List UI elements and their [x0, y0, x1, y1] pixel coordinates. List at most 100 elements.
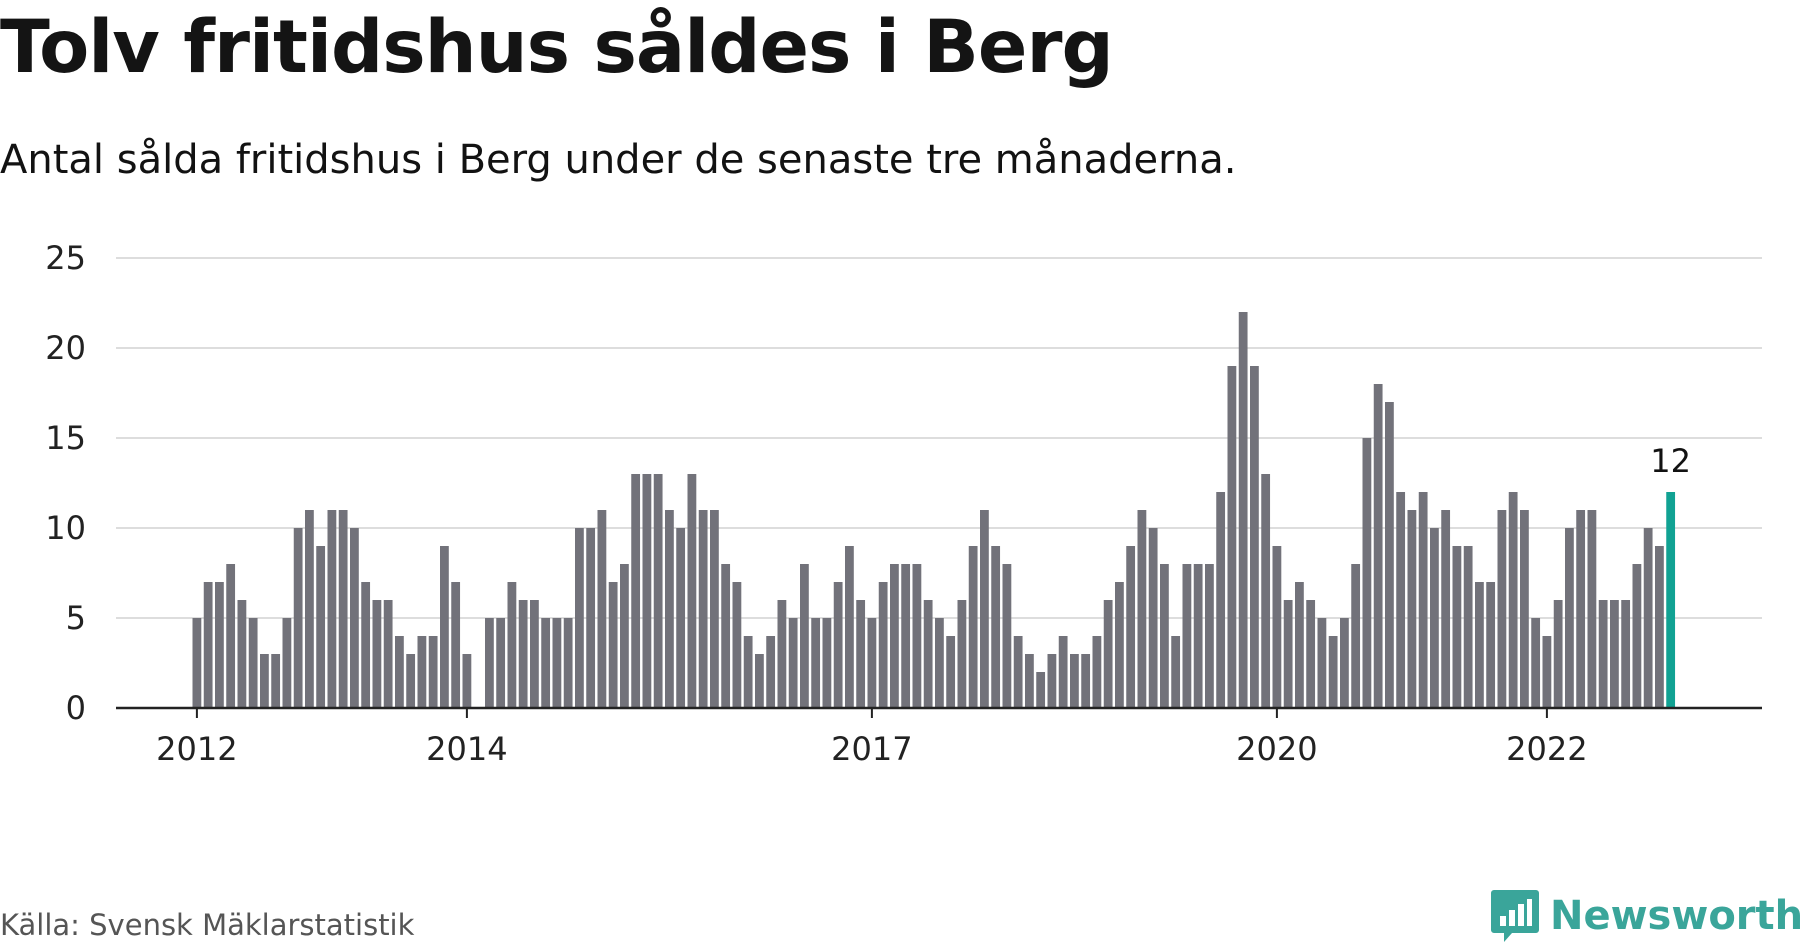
bar [1205, 564, 1214, 708]
bar [957, 600, 967, 708]
bar [800, 564, 809, 708]
bar [237, 600, 247, 708]
bar [406, 654, 416, 708]
bar [912, 564, 922, 708]
bar [361, 582, 371, 708]
y-tick-label: 10 [45, 509, 86, 547]
bars [192, 312, 1676, 708]
bar [451, 582, 461, 708]
bar [1272, 546, 1282, 708]
bar [1632, 564, 1642, 708]
bar [1576, 510, 1586, 708]
bar [1306, 600, 1316, 708]
bar [327, 510, 337, 708]
bar [1475, 582, 1484, 708]
bar [586, 528, 596, 708]
bar [395, 636, 404, 708]
bar [350, 528, 359, 708]
bar [1587, 510, 1597, 708]
bar [1025, 654, 1034, 708]
bar [226, 564, 236, 708]
bar [1047, 654, 1057, 708]
bar [1193, 564, 1203, 708]
bar [867, 618, 877, 708]
bar [721, 564, 731, 708]
bar [698, 510, 708, 708]
bar-latest [1666, 492, 1676, 708]
x-tick-label: 2012 [156, 730, 237, 768]
bar [597, 510, 607, 708]
bar [620, 564, 629, 708]
bar [440, 546, 449, 708]
bar [1520, 510, 1529, 708]
bar [755, 654, 764, 708]
bar [732, 582, 742, 708]
bar [1542, 636, 1552, 708]
bar [890, 564, 899, 708]
bar [192, 618, 202, 708]
bar [1621, 600, 1631, 708]
bar [1295, 582, 1304, 708]
newsworthy-chart-bubble-icon [1491, 890, 1539, 942]
bar [1385, 402, 1394, 708]
bar [1418, 492, 1428, 708]
chart-title: Tolv fritidshus såldes i Berg [0, 5, 1114, 90]
bar-chart: 0 5 10 15 20 25 2012 2014 2017 2020 2022 12 [45, 239, 1762, 768]
bar [282, 618, 292, 708]
bar [1115, 582, 1124, 708]
x-axis-ticks: 2012 2014 2017 2020 2022 [156, 708, 1588, 768]
bar [1351, 564, 1361, 708]
bar [1407, 510, 1417, 708]
bar [1081, 654, 1091, 708]
x-tick-label: 2014 [426, 730, 507, 768]
bar [1396, 492, 1406, 708]
bar [203, 582, 213, 708]
bar [1610, 600, 1619, 708]
bar [1430, 528, 1439, 708]
bar [1328, 636, 1338, 708]
bar [462, 654, 472, 708]
bar [1508, 492, 1518, 708]
bar [1092, 636, 1102, 708]
bar [496, 618, 506, 708]
bar [1227, 366, 1237, 708]
bar [485, 618, 494, 708]
bar [215, 582, 224, 708]
bar [1238, 312, 1248, 708]
bar [1013, 636, 1023, 708]
x-tick-label: 2022 [1506, 730, 1587, 768]
brand-name: Newsworthy [1550, 893, 1800, 939]
bar [653, 474, 663, 708]
bar [1565, 528, 1574, 708]
bar [260, 654, 269, 708]
y-axis-ticks: 0 5 10 15 20 25 [45, 239, 86, 727]
y-tick-label: 0 [66, 689, 86, 727]
bar [530, 600, 539, 708]
bar [518, 600, 528, 708]
bar [710, 510, 719, 708]
value-labels: 12 [1650, 442, 1691, 480]
y-tick-label: 20 [45, 329, 86, 367]
bar [665, 510, 674, 708]
bar [743, 636, 753, 708]
bar [1171, 636, 1181, 708]
bar [777, 600, 787, 708]
bar [935, 618, 944, 708]
bar [923, 600, 933, 708]
bar [372, 600, 382, 708]
bar [1216, 492, 1226, 708]
bar [687, 474, 697, 708]
newsworthy-logo: Newsworthy [1490, 885, 1800, 947]
bar [811, 618, 821, 708]
bar [676, 528, 686, 708]
bar [1317, 618, 1327, 708]
bar [901, 564, 911, 708]
bar [1103, 600, 1113, 708]
bar [1553, 600, 1563, 708]
bar [845, 546, 854, 708]
bar [631, 474, 641, 708]
bar [316, 546, 326, 708]
bar [1531, 618, 1541, 708]
bar [428, 636, 438, 708]
latest-value-label: 12 [1650, 442, 1691, 480]
